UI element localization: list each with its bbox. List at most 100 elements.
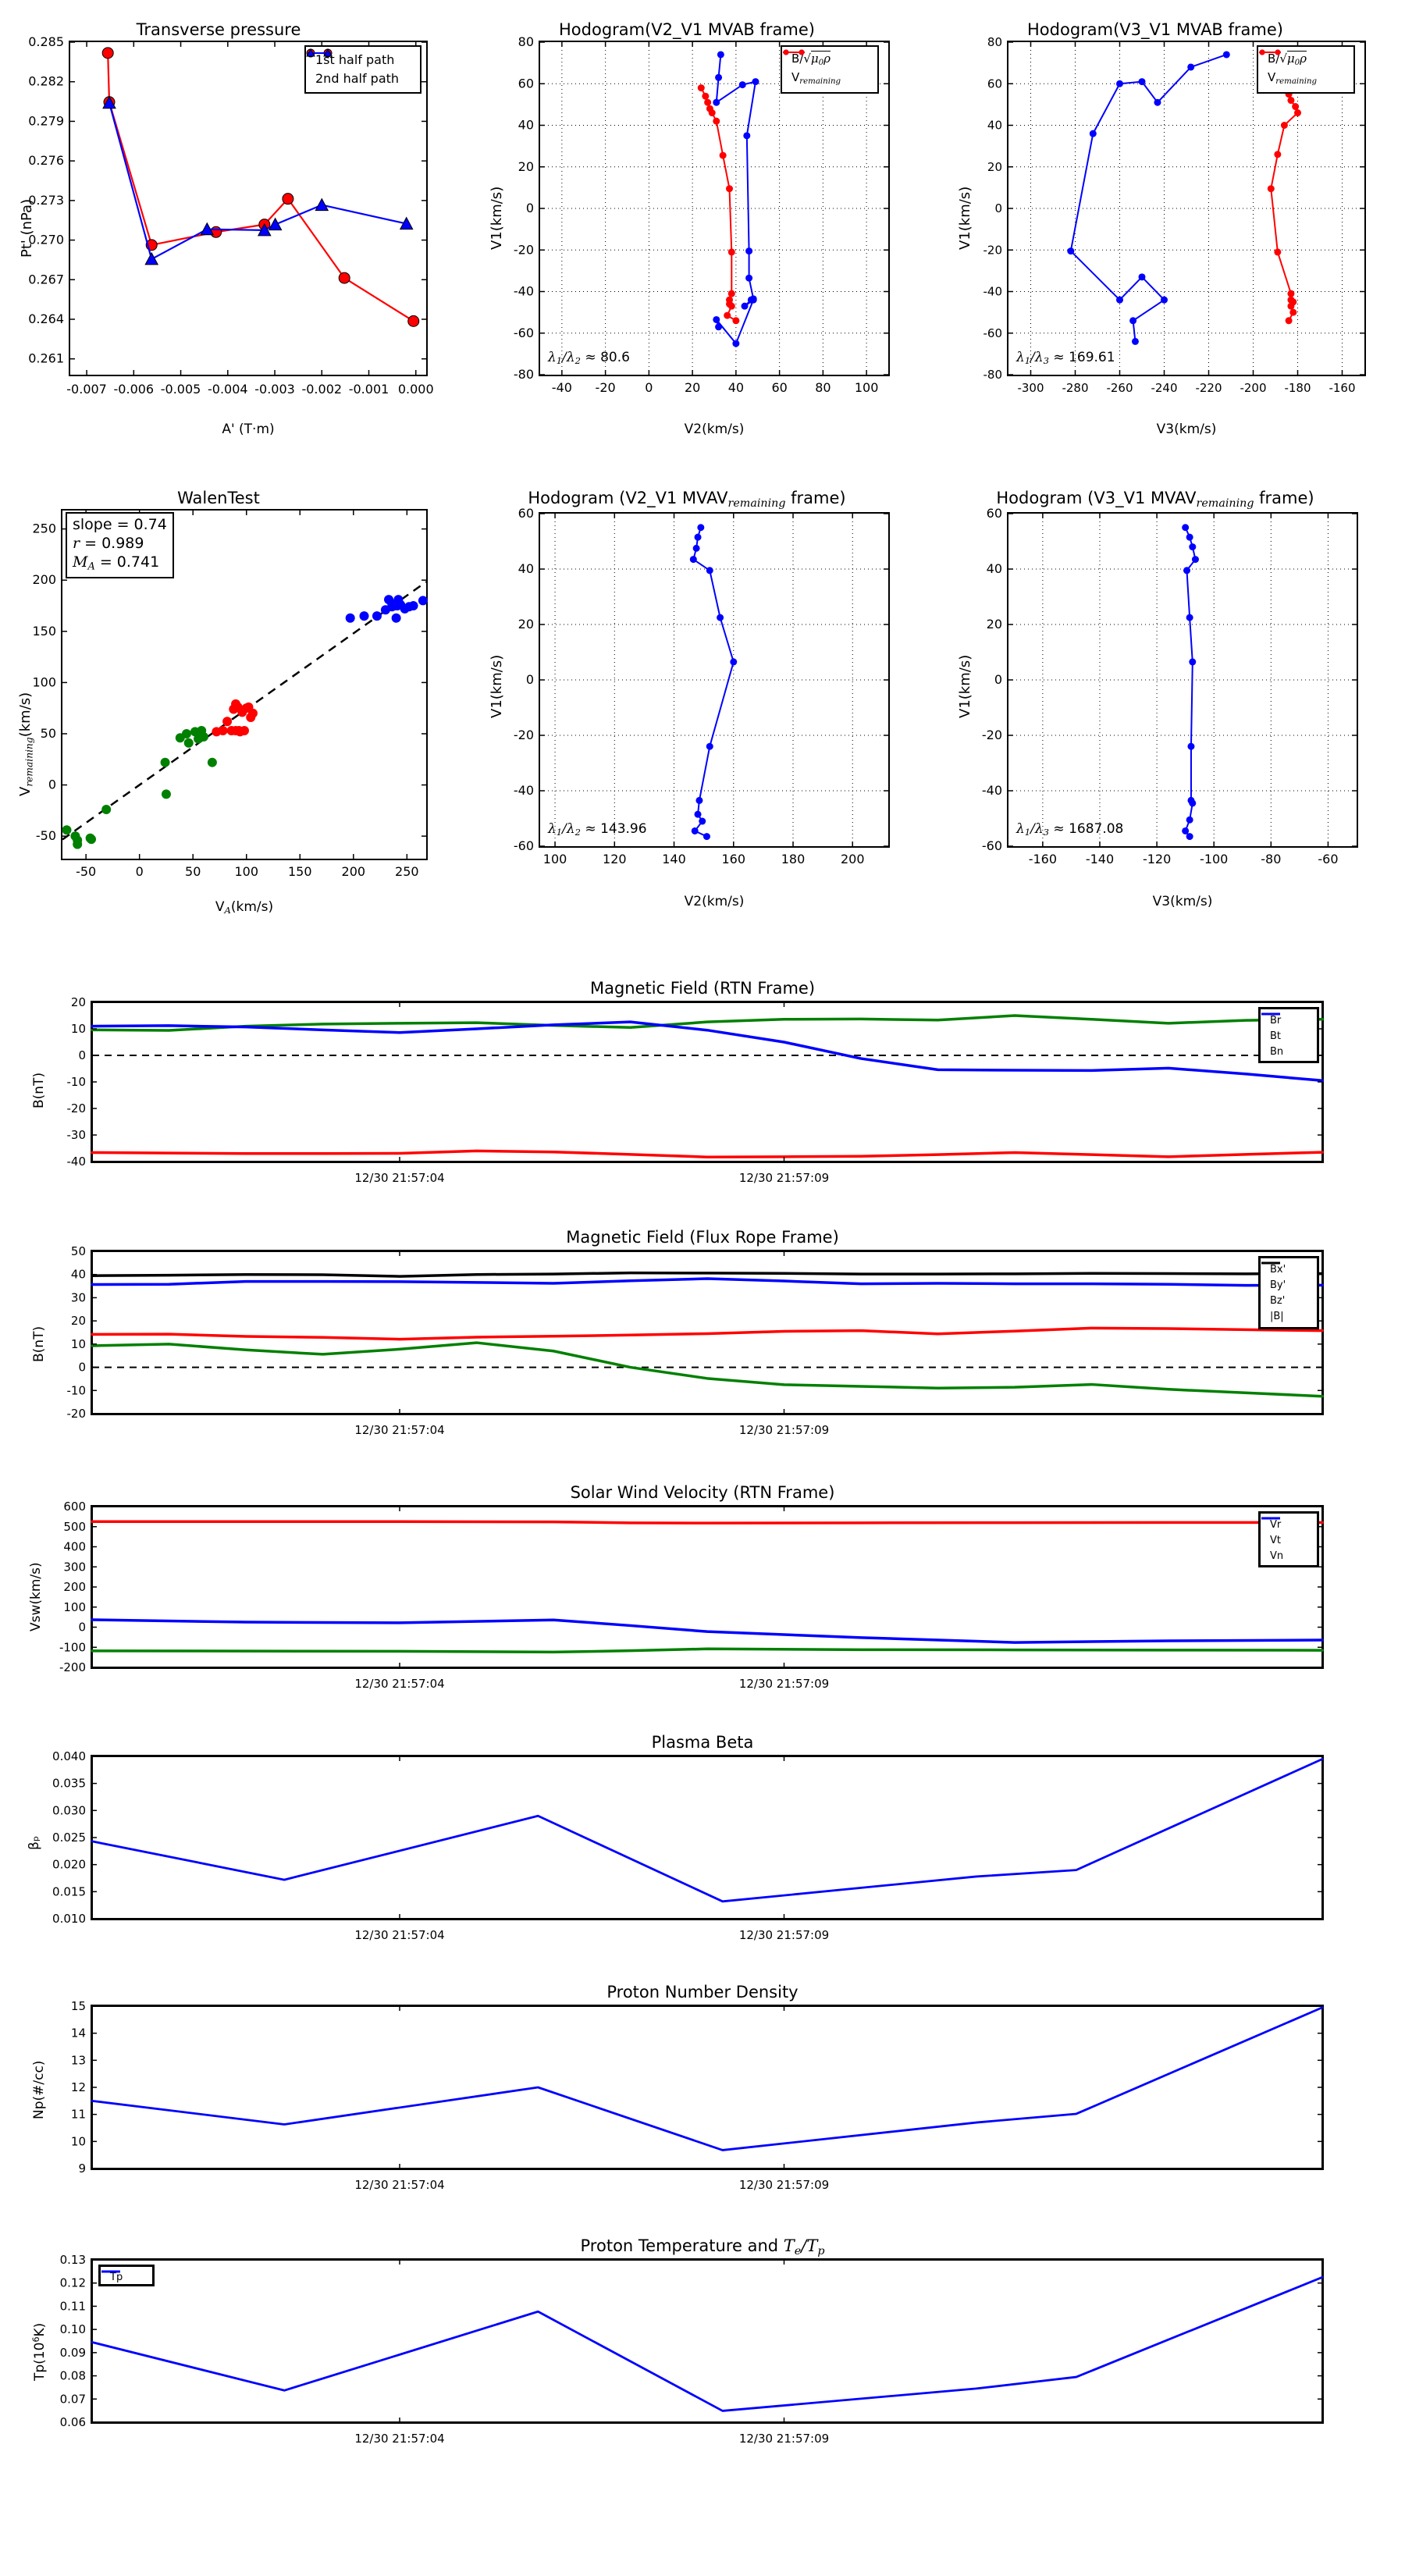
data-point <box>1289 308 1297 316</box>
x-tick-label: 200 <box>342 864 366 879</box>
plot-area <box>91 1755 1324 1920</box>
legend-line-red-icon <box>1259 49 1281 55</box>
plot-area <box>69 41 428 376</box>
data-point <box>102 95 116 109</box>
data-point <box>408 600 418 610</box>
data-point <box>1292 103 1300 111</box>
y-tick-label: 0 <box>78 1361 86 1375</box>
x-axis-label: V2(km/s) <box>684 894 745 909</box>
series-line <box>91 1271 1324 1278</box>
panel-hodogram-v3-mvav: Hodogram (V3_V1 MVAVremaining frame) -16… <box>937 468 1405 937</box>
x-tick-label: 0 <box>645 380 653 395</box>
data-point <box>160 757 170 767</box>
data-point <box>727 302 735 310</box>
x-tick-label: 12/30 21:57:09 <box>739 1677 829 1691</box>
data-point <box>706 567 713 575</box>
data-point <box>181 728 191 738</box>
data-point <box>222 717 233 727</box>
y-tick-label: 0.035 <box>52 1777 86 1791</box>
data-point <box>715 323 723 331</box>
x-tick-label: -20 <box>596 380 616 395</box>
x-tick-label: -160 <box>1329 381 1355 395</box>
y-axis-label: V1(km/s) <box>957 654 973 718</box>
y-tick-label: 250 <box>32 521 56 536</box>
data-point <box>372 611 382 621</box>
data-point <box>1138 78 1146 86</box>
legend-label: By' <box>1270 1279 1286 1291</box>
data-point <box>695 796 703 804</box>
y-tick-label: -40 <box>514 284 534 299</box>
x-tick-label: 12/30 21:57:04 <box>354 1171 444 1185</box>
x-tick-label: 80 <box>815 380 831 395</box>
y-tick-label: 0.08 <box>60 2369 86 2383</box>
y-tick-label: 50 <box>71 1244 86 1258</box>
legend-label: 2nd half path <box>315 70 400 86</box>
data-point <box>198 731 208 742</box>
data-point <box>702 833 710 841</box>
y-tick-label: 10 <box>71 1337 86 1351</box>
panel-title: Magnetic Field (Flux Rope Frame) <box>566 1228 839 1247</box>
y-tick-label: 0.010 <box>52 1912 86 1926</box>
data-point <box>717 614 724 621</box>
legend-item-bmag: |B| <box>1261 1261 1312 1324</box>
legend-label: Vremaining <box>791 70 841 86</box>
panel-title: Proton Number Density <box>606 1983 799 2001</box>
legend: 1st half path 2nd half path <box>304 45 422 94</box>
data-point <box>240 726 249 736</box>
data-point <box>183 738 194 748</box>
series-line <box>91 1326 1324 1341</box>
data-point <box>1186 533 1193 541</box>
y-tick-label: -20 <box>982 728 1002 742</box>
data-point <box>1280 122 1288 129</box>
y-tick-label: -40 <box>984 285 1003 299</box>
legend: Tp <box>98 2265 155 2286</box>
panel-title: Hodogram (V2_V1 MVAVremaining frame) <box>528 489 846 510</box>
x-tick-label: 12/30 21:57:04 <box>354 1423 444 1437</box>
y-tick-label: -20 <box>67 1407 87 1421</box>
panel-title: Transverse pressure <box>136 20 301 39</box>
data-point <box>1089 130 1097 137</box>
y-tick-label: 0.276 <box>28 153 64 168</box>
legend-label: Bn <box>1270 1045 1284 1058</box>
y-axis-label: Pt' (nPa) <box>19 198 35 258</box>
x-tick-label: 0.000 <box>398 382 434 397</box>
y-tick-label: -50 <box>36 828 56 843</box>
data-point <box>694 810 702 818</box>
x-tick-label: -120 <box>1143 852 1171 866</box>
legend-label: Bz' <box>1270 1294 1286 1307</box>
data-point <box>1189 543 1197 551</box>
panel-walen-test: WalenTest -50 0 50 100 150 200 250 -50 0 50 100 150… <box>0 468 468 937</box>
data-point <box>315 197 329 212</box>
x-tick-label: -60 <box>1318 852 1338 866</box>
eigenvalue-ratio-annotation: λ1/λ2 ≈ 143.96 <box>548 821 647 838</box>
y-tick-label: 60 <box>987 506 1002 521</box>
y-tick-label: 10 <box>71 2134 86 2148</box>
y-tick-label: 100 <box>63 1600 86 1614</box>
legend-item-vn: Vn <box>1261 1517 1312 1564</box>
data-point <box>730 658 738 666</box>
x-tick-label: -40 <box>552 380 572 395</box>
y-tick-label: 0 <box>994 201 1002 215</box>
y-tick-label: 20 <box>987 617 1002 632</box>
x-tick-label: -0.005 <box>161 382 201 397</box>
legend-item-bt: Bt <box>1261 1012 1312 1044</box>
x-tick-label: -0.002 <box>301 382 342 397</box>
legend-line-blue-icon <box>1261 1517 1280 1520</box>
y-tick-label: -60 <box>982 838 1002 853</box>
data-point <box>692 544 700 552</box>
data-point <box>418 596 428 606</box>
legend-item-bn: Bn <box>1261 1012 1312 1059</box>
data-point <box>1154 98 1161 106</box>
legend-item-v-remaining: Vremaining <box>783 49 873 87</box>
y-tick-label: -20 <box>984 243 1003 257</box>
legend-label: Vr <box>1270 1518 1282 1531</box>
y-tick-label: 0.261 <box>28 351 64 366</box>
x-axis-label: V3(km/s) <box>1156 422 1217 437</box>
series-line <box>91 2006 1324 2151</box>
y-tick-label: -20 <box>67 1101 87 1115</box>
y-tick-label: 400 <box>63 1540 86 1554</box>
x-tick-label: -0.007 <box>66 382 107 397</box>
data-point <box>749 296 757 304</box>
y-tick-label: 13 <box>71 2053 86 2067</box>
data-point <box>1161 296 1168 304</box>
